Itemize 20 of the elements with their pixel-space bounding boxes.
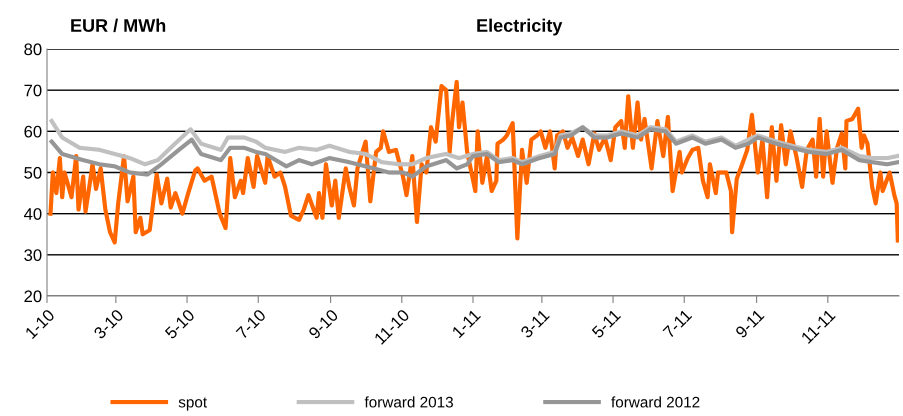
- chart-title: Electricity: [477, 18, 562, 36]
- y-tick-label: 40: [24, 208, 42, 220]
- line-series: [50, 125, 899, 179]
- legend-label: forward 2012: [611, 396, 700, 408]
- x-tick-label: 9-11: [734, 308, 765, 339]
- line-series: [48, 80, 899, 245]
- y-tick-label: 30: [24, 249, 42, 262]
- y-axis-title: EUR / MWh: [71, 18, 166, 32]
- y-tick-label: 80: [24, 43, 42, 56]
- y-tick-label: 60: [24, 126, 42, 138]
- x-tick-label: 7-10: [236, 308, 266, 340]
- y-tick-label: 50: [24, 166, 42, 179]
- legend-label: spot: [178, 398, 207, 411]
- y-tick-label: 20: [24, 290, 42, 302]
- x-tick-label: 7-11: [662, 308, 692, 338]
- x-tick-label: 3-11: [520, 308, 550, 339]
- legend-label: forward 2013: [364, 396, 453, 408]
- x-tick-label: 5-11: [591, 308, 622, 339]
- y-tick-label: 70: [24, 84, 42, 96]
- x-tick-label: 1-11: [452, 308, 481, 338]
